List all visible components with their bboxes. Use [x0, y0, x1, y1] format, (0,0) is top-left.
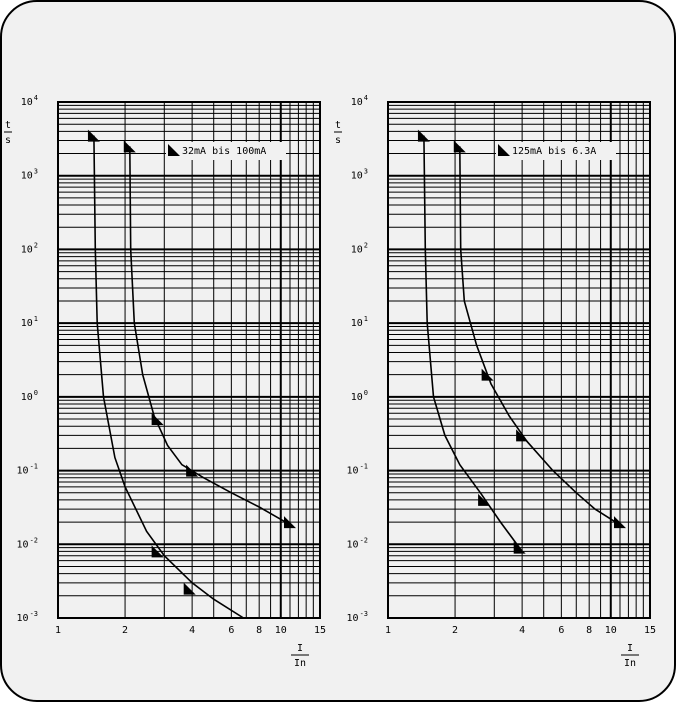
x-tick-label: 1 [55, 625, 61, 636]
series-line-2 [459, 146, 616, 523]
legend-box [496, 142, 616, 160]
x-tick-label: 15 [314, 625, 326, 636]
curve-marker [453, 140, 466, 153]
x-tick-label: 2 [452, 625, 458, 636]
curve-marker [513, 541, 526, 554]
y-axis-label-num: t [335, 120, 341, 131]
curve-marker [183, 582, 196, 595]
curve-marker [151, 545, 164, 558]
y-axis-label-den: s [335, 135, 341, 146]
y-tick-exponent: 3 [34, 168, 38, 176]
curve-marker [613, 516, 626, 529]
series-line-1 [93, 135, 244, 619]
y-tick-exponent: 0 [364, 389, 368, 397]
legend-marker [168, 144, 180, 156]
y-axis-label-num: t [5, 120, 11, 131]
x-tick-label: 10 [605, 625, 617, 636]
curve-marker [283, 516, 296, 529]
curve-marker [151, 413, 164, 426]
y-tick-exponent: 2 [364, 241, 368, 249]
y-tick-exponent: -3 [30, 610, 38, 618]
curve-marker [123, 140, 136, 153]
curve-marker [186, 464, 199, 477]
x-axis-label-num: I [627, 643, 633, 654]
y-axis-label-den: s [5, 135, 11, 146]
legend-marker [498, 144, 510, 156]
legend-text: 125mA bis 6.3A [512, 146, 596, 157]
x-tick-label: 1 [385, 625, 391, 636]
curve-marker [516, 429, 529, 442]
x-tick-label: 2 [122, 625, 128, 636]
curve-marker [417, 129, 430, 142]
y-tick-exponent: 1 [364, 315, 368, 323]
x-axis-label-den: In [294, 658, 306, 669]
plot-area [57, 101, 321, 619]
x-tick-label: 4 [189, 625, 195, 636]
plot-area [387, 101, 651, 619]
legend-box [166, 142, 286, 160]
curve-marker [481, 368, 494, 381]
x-tick-label: 10 [275, 625, 287, 636]
y-tick-exponent: -1 [30, 463, 38, 471]
y-tick-exponent: -2 [360, 536, 368, 544]
y-tick-exponent: 4 [364, 94, 368, 102]
x-axis-label-den: In [624, 658, 636, 669]
x-tick-label: 6 [228, 625, 234, 636]
curve-marker [87, 129, 100, 142]
y-tick-exponent: -1 [360, 463, 368, 471]
x-tick-label: 15 [644, 625, 656, 636]
y-tick-exponent: 1 [34, 315, 38, 323]
y-tick-exponent: 0 [34, 389, 38, 397]
x-tick-label: 8 [256, 625, 262, 636]
series-line-2 [129, 146, 286, 523]
y-tick-exponent: 2 [34, 241, 38, 249]
x-tick-label: 4 [519, 625, 525, 636]
x-tick-label: 6 [558, 625, 564, 636]
legend-text: 32mA bis 100mA [182, 146, 266, 157]
y-tick-exponent: -3 [360, 610, 368, 618]
y-tick-exponent: -2 [30, 536, 38, 544]
x-tick-label: 8 [586, 625, 592, 636]
curve-marker [478, 493, 491, 506]
x-axis-label-num: I [297, 643, 303, 654]
y-tick-exponent: 3 [364, 168, 368, 176]
y-tick-exponent: 4 [34, 94, 38, 102]
series-line-1 [423, 135, 523, 552]
